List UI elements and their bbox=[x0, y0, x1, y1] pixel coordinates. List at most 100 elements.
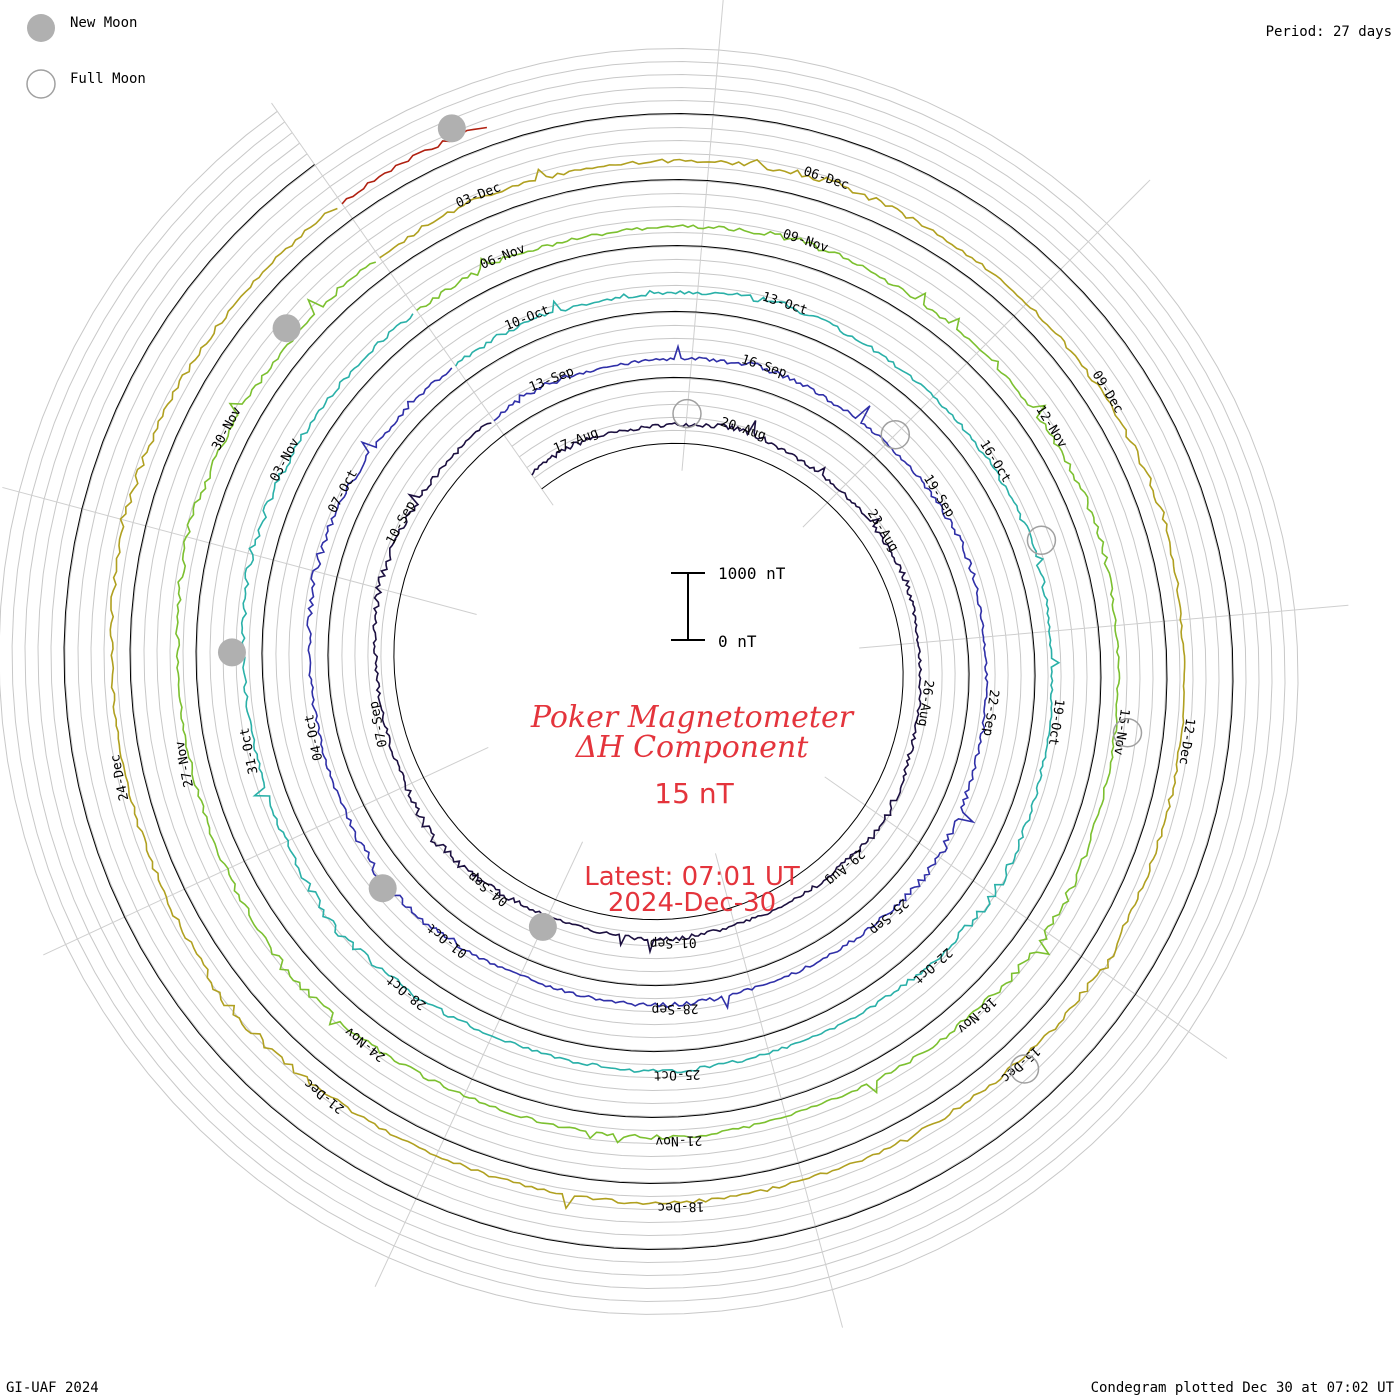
full-moon-marker bbox=[1026, 525, 1057, 556]
date-tick-label: 07-Sep bbox=[367, 699, 391, 748]
date-tick-label: 15-Nov bbox=[1110, 707, 1132, 756]
grid-spiral bbox=[0, 47, 1299, 1315]
grid-spoke bbox=[681, 0, 724, 471]
date-tick-label: 01-Sep bbox=[649, 934, 697, 950]
grid-spiral bbox=[182, 231, 1115, 1132]
full-moon-marker bbox=[1112, 717, 1143, 748]
grid-spiral bbox=[77, 126, 1220, 1237]
legend: New Moon Full Moon bbox=[26, 14, 146, 99]
moon-markers bbox=[217, 114, 1143, 1084]
full-moon-marker bbox=[1009, 1054, 1040, 1084]
date-tick-label: 24-Nov bbox=[342, 1023, 388, 1064]
date-tick-label: 28-Sep bbox=[651, 1000, 699, 1016]
date-tick-label: 10-Oct bbox=[503, 303, 552, 334]
series-line-2 bbox=[240, 289, 1061, 1074]
date-tick-label: 13-Sep bbox=[527, 364, 576, 395]
date-tick-label: 26-Aug bbox=[914, 679, 936, 728]
grid-spiral bbox=[196, 245, 1101, 1118]
new-moon-marker bbox=[368, 874, 397, 903]
chart-title-line1: Poker Magnetometer bbox=[530, 700, 855, 735]
grid-spiral bbox=[103, 152, 1194, 1211]
grid-spiral bbox=[130, 179, 1167, 1184]
grid-spiral bbox=[222, 271, 1075, 1092]
grid-spiral bbox=[367, 413, 930, 947]
grid-spoke bbox=[2, 486, 477, 616]
new-moon-icon bbox=[27, 14, 55, 42]
scale-bar: 1000 nT 0 nT bbox=[671, 564, 786, 651]
plotted-label: Condegram plotted Dec 30 at 07:02 UT bbox=[1090, 1380, 1394, 1396]
date-tick-label: 31-Oct bbox=[237, 726, 261, 775]
grid-spiral bbox=[380, 423, 917, 934]
latest-date: 2024-Dec-30 bbox=[608, 888, 776, 918]
grid-spiral bbox=[37, 86, 1260, 1277]
date-tick-label: 21-Dec bbox=[301, 1075, 347, 1116]
date-tick-label: 24-Dec bbox=[108, 753, 132, 802]
new-moon-marker bbox=[528, 912, 557, 941]
grid-spoke bbox=[714, 853, 844, 1328]
grid-spiral bbox=[156, 205, 1141, 1158]
date-tick-label: 17-Aug bbox=[551, 425, 600, 456]
full-moon-marker bbox=[672, 398, 702, 429]
grid-spiral bbox=[209, 258, 1088, 1105]
grid-layer bbox=[0, 47, 1299, 1315]
date-tick-label: 01-Oct bbox=[424, 920, 470, 961]
spokes-layer bbox=[2, 0, 1349, 1328]
date-tick-label: 25-Oct bbox=[653, 1066, 700, 1082]
grid-spiral bbox=[314, 363, 983, 1000]
grid-spoke bbox=[271, 102, 554, 506]
scale-bottom-label: 0 nT bbox=[718, 632, 757, 651]
grid-spiral bbox=[50, 99, 1247, 1264]
grid-spoke bbox=[802, 179, 1151, 528]
new-moon-marker bbox=[437, 114, 466, 143]
latest-time: Latest: 07:01 UT bbox=[584, 862, 800, 892]
chart-title-line2: ΔH Component bbox=[575, 730, 809, 765]
date-tick-label: 10-Sep bbox=[384, 498, 420, 547]
grid-spiral bbox=[143, 192, 1154, 1171]
series-line-0 bbox=[372, 420, 923, 955]
grid-spoke bbox=[859, 604, 1349, 649]
baseline-spiral bbox=[63, 112, 1234, 1251]
date-tick-label: 27-Nov bbox=[173, 739, 197, 788]
grid-spiral bbox=[275, 324, 1022, 1039]
date-tick-label: 04-Sep bbox=[465, 868, 511, 909]
scale-top-label: 1000 nT bbox=[718, 564, 786, 583]
date-tick-label: 18-Dec bbox=[657, 1198, 704, 1214]
new-moon-marker bbox=[272, 314, 301, 343]
grid-spiral bbox=[341, 390, 956, 973]
date-tick-label: 12-Dec bbox=[1176, 717, 1198, 766]
grid-spiral bbox=[64, 113, 1233, 1250]
new-moon-marker bbox=[217, 638, 246, 667]
date-tick-label: 19-Oct bbox=[1045, 698, 1067, 747]
grid-spiral bbox=[235, 284, 1062, 1079]
grid-spiral bbox=[116, 165, 1181, 1198]
grid-spiral bbox=[288, 337, 1009, 1026]
baseline-layer bbox=[63, 112, 1234, 1251]
grid-spoke bbox=[824, 776, 1228, 1059]
full-moon-icon bbox=[26, 69, 56, 99]
grid-spiral bbox=[328, 377, 969, 986]
center-title: Poker Magnetometer ΔH Component 15 nT La… bbox=[530, 700, 855, 918]
date-tick-label: 21-Nov bbox=[655, 1132, 703, 1148]
legend-full-moon-label: Full Moon bbox=[70, 71, 146, 87]
period-label: Period: 27 days bbox=[1265, 24, 1392, 40]
grid-spiral bbox=[90, 139, 1207, 1224]
grid-spiral bbox=[262, 311, 1035, 1052]
grid-spiral bbox=[24, 73, 1273, 1290]
legend-new-moon-label: New Moon bbox=[70, 15, 137, 31]
series-line-4 bbox=[109, 158, 1186, 1211]
credit-label: GI-UAF 2024 bbox=[6, 1380, 99, 1396]
grid-spiral bbox=[301, 350, 996, 1013]
grid-spiral bbox=[169, 218, 1128, 1145]
grid-spiral bbox=[11, 60, 1286, 1303]
current-value: 15 nT bbox=[654, 777, 734, 810]
series-line-3 bbox=[175, 224, 1121, 1144]
series-layer bbox=[109, 126, 1186, 1211]
date-tick-label: 04-Oct bbox=[302, 713, 326, 762]
date-tick-label: 20-Aug bbox=[718, 415, 767, 444]
date-tick-label: 22-Sep bbox=[980, 688, 1002, 737]
date-tick-label: 06-Nov bbox=[478, 241, 527, 272]
grid-spoke bbox=[43, 746, 489, 956]
series-line-1 bbox=[306, 343, 989, 1011]
full-moon-marker bbox=[880, 419, 911, 450]
